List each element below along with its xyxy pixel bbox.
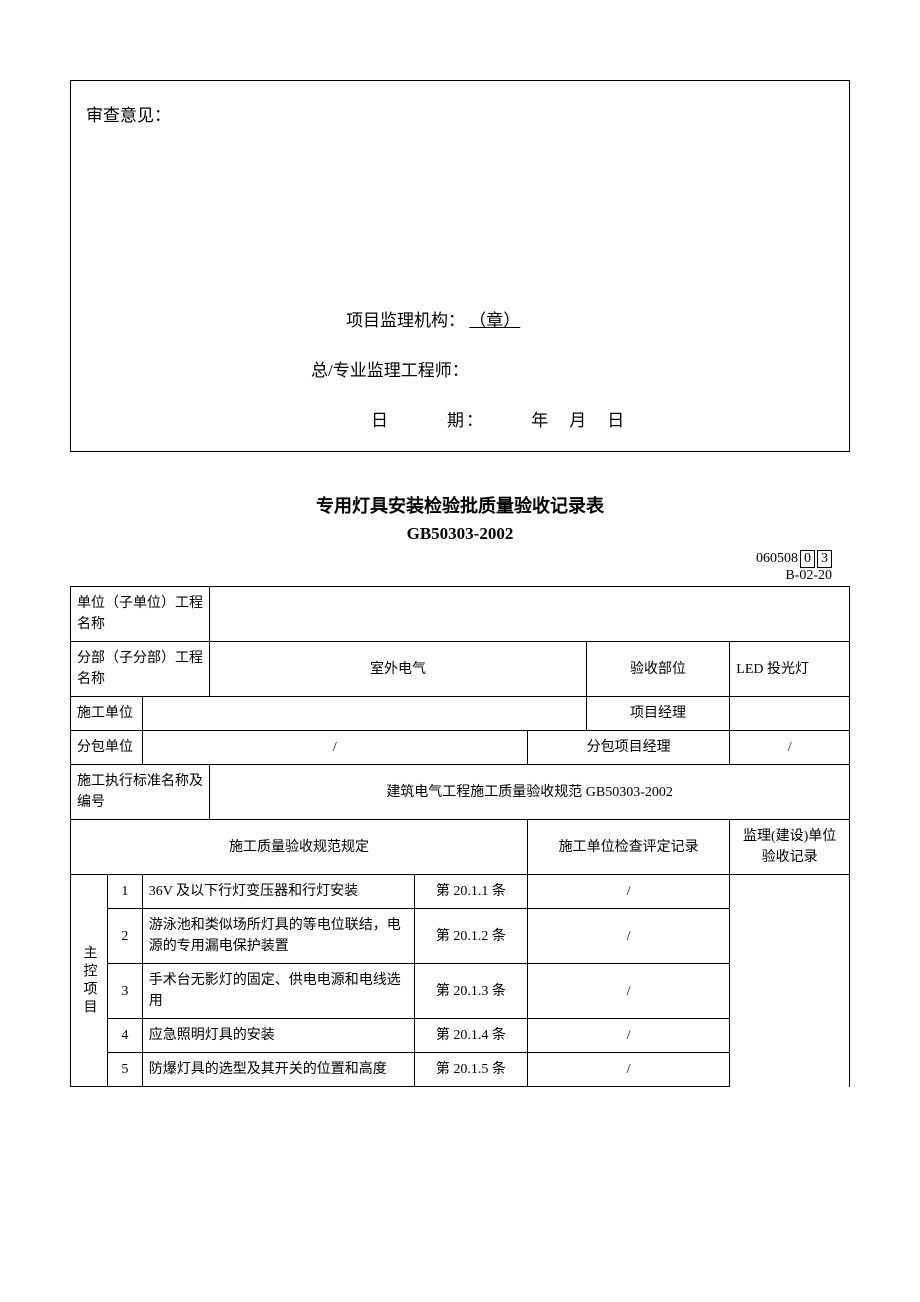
- agency-line: 项目监理机构： （章）: [86, 306, 834, 331]
- row-check[interactable]: /: [527, 909, 729, 964]
- engineer-line: 总/专业监理工程师：: [86, 356, 834, 381]
- row-clause: 第 20.1.3 条: [414, 964, 527, 1019]
- table-row: 施工质量验收规范规定 施工单位检查评定记录 监理(建设)单位验收记录: [71, 820, 850, 875]
- doc-code-box2: 3: [817, 550, 832, 568]
- unit-project-value[interactable]: [210, 587, 850, 642]
- supervise-record-cell[interactable]: [730, 875, 850, 1087]
- unit-project-label: 单位（子单位）工程名称: [71, 587, 210, 642]
- row-desc: 手术台无影灯的固定、供电电源和电线选用: [142, 964, 414, 1019]
- date-line: 日 期： 年 月 日: [86, 406, 834, 431]
- pm-label: 项目经理: [586, 697, 730, 731]
- sub-project-label: 分部（子分部）工程名称: [71, 642, 210, 697]
- standard-label: 施工执行标准名称及编号: [71, 765, 210, 820]
- standard-value[interactable]: 建筑电气工程施工质量验收规范 GB50303-2002: [210, 765, 850, 820]
- row-check[interactable]: /: [527, 1019, 729, 1053]
- table-row: 单位（子单位）工程名称: [71, 587, 850, 642]
- row-clause: 第 20.1.2 条: [414, 909, 527, 964]
- table-row: 分包单位 / 分包项目经理 /: [71, 731, 850, 765]
- row-no: 2: [107, 909, 142, 964]
- row-desc: 游泳池和类似场所灯具的等电位联结，电源的专用漏电保护装置: [142, 909, 414, 964]
- pm-value[interactable]: [730, 697, 850, 731]
- subcontract-value[interactable]: /: [142, 731, 527, 765]
- doc-code-prefix: 060508: [756, 551, 798, 566]
- row-clause: 第 20.1.4 条: [414, 1019, 527, 1053]
- row-no: 4: [107, 1019, 142, 1053]
- row-desc: 36V 及以下行灯变压器和行灯安装: [142, 875, 414, 909]
- row-desc: 防爆灯具的选型及其开关的位置和高度: [142, 1053, 414, 1087]
- date-label: 日 期：: [371, 411, 485, 430]
- doc-ref: B-02-20: [70, 568, 850, 584]
- subcontract-label: 分包单位: [71, 731, 143, 765]
- row-clause: 第 20.1.1 条: [414, 875, 527, 909]
- main-table: 单位（子单位）工程名称 分部（子分部）工程名称 室外电气 验收部位 LED 投光…: [70, 586, 850, 1087]
- row-no: 5: [107, 1053, 142, 1087]
- quality-spec-label: 施工质量验收规范规定: [71, 820, 528, 875]
- doc-subtitle: GB50303-2002: [70, 524, 850, 544]
- accept-part-label: 验收部位: [586, 642, 730, 697]
- row-no: 1: [107, 875, 142, 909]
- doc-code-box1: 0: [800, 550, 815, 568]
- row-check[interactable]: /: [527, 1053, 729, 1087]
- opinion-box: 审查意见： 项目监理机构： （章） 总/专业监理工程师： 日 期： 年 月 日: [70, 80, 850, 452]
- subpm-label: 分包项目经理: [527, 731, 729, 765]
- agency-label: 项目监理机构：: [346, 306, 465, 331]
- row-clause: 第 20.1.5 条: [414, 1053, 527, 1087]
- accept-part-value[interactable]: LED 投光灯: [730, 642, 850, 697]
- table-row: 主控项目 1 36V 及以下行灯变压器和行灯安装 第 20.1.1 条 /: [71, 875, 850, 909]
- sub-project-value[interactable]: 室外电气: [210, 642, 586, 697]
- engineer-label: 总/专业监理工程师：: [311, 356, 469, 381]
- table-row: 施工执行标准名称及编号 建筑电气工程施工质量验收规范 GB50303-2002: [71, 765, 850, 820]
- construction-unit-label: 施工单位: [71, 697, 143, 731]
- opinion-title: 审查意见：: [86, 101, 834, 126]
- main-control-section: 主控项目: [71, 875, 108, 1087]
- row-check[interactable]: /: [527, 875, 729, 909]
- construction-unit-value[interactable]: [142, 697, 586, 731]
- row-no: 3: [107, 964, 142, 1019]
- supervise-record-label: 监理(建设)单位验收记录: [730, 820, 850, 875]
- date-value: 年 月 日: [531, 411, 626, 430]
- doc-code-row: 06050803: [70, 550, 850, 568]
- doc-title: 专用灯具安装检验批质量验收记录表: [70, 492, 850, 518]
- subpm-value[interactable]: /: [730, 731, 850, 765]
- row-check[interactable]: /: [527, 964, 729, 1019]
- table-row: 施工单位 项目经理: [71, 697, 850, 731]
- row-desc: 应急照明灯具的安装: [142, 1019, 414, 1053]
- agency-value: （章）: [469, 311, 520, 330]
- check-record-label: 施工单位检查评定记录: [527, 820, 729, 875]
- table-row: 分部（子分部）工程名称 室外电气 验收部位 LED 投光灯: [71, 642, 850, 697]
